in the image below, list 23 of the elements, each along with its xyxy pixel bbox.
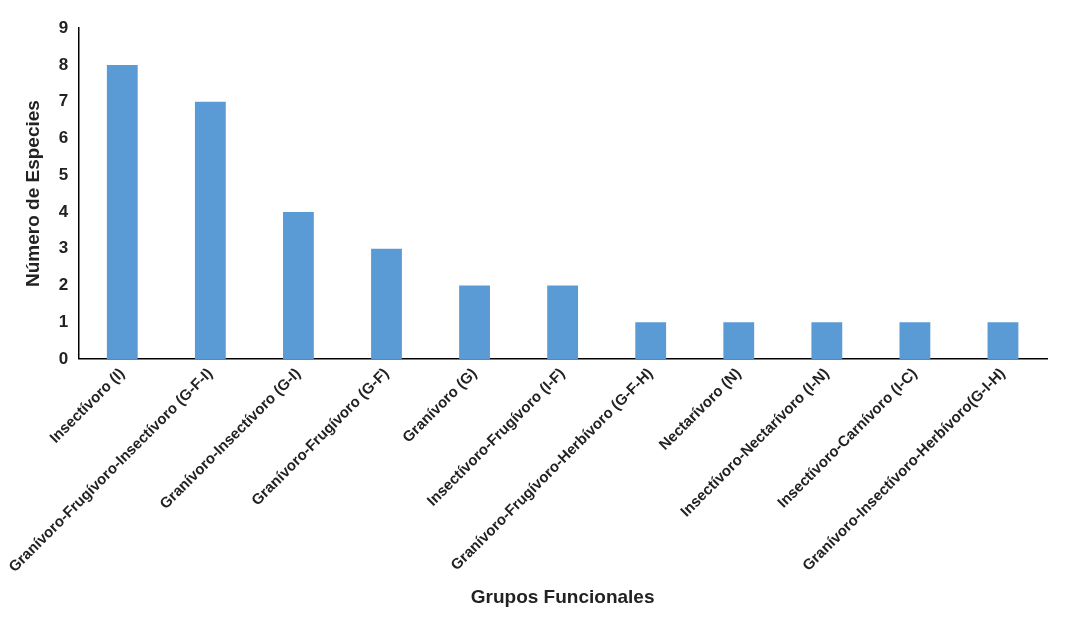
bar xyxy=(547,285,579,359)
bar xyxy=(459,285,490,359)
y-tick-label: 0 xyxy=(58,348,69,368)
bar xyxy=(283,211,314,359)
bar xyxy=(635,322,667,359)
y-tick-label: 6 xyxy=(58,128,69,148)
y-tick-label: 5 xyxy=(58,164,69,184)
bar xyxy=(811,322,843,359)
y-tick-label: 9 xyxy=(58,17,69,37)
y-tick-label: 1 xyxy=(58,311,69,331)
y-tick-label: 4 xyxy=(58,201,69,221)
bar xyxy=(987,322,1019,359)
bar xyxy=(106,64,138,359)
y-tick-label: 7 xyxy=(58,91,69,111)
bar xyxy=(723,322,755,359)
bar xyxy=(194,101,226,359)
y-tick-label: 8 xyxy=(58,54,69,74)
bar xyxy=(899,322,931,359)
bar xyxy=(371,248,402,359)
y-tick-label: 2 xyxy=(58,275,69,295)
y-tick-label: 3 xyxy=(58,238,69,258)
x-axis-title: Grupos Funcionales xyxy=(470,585,655,607)
y-axis-title: Número de Especies xyxy=(21,100,43,288)
